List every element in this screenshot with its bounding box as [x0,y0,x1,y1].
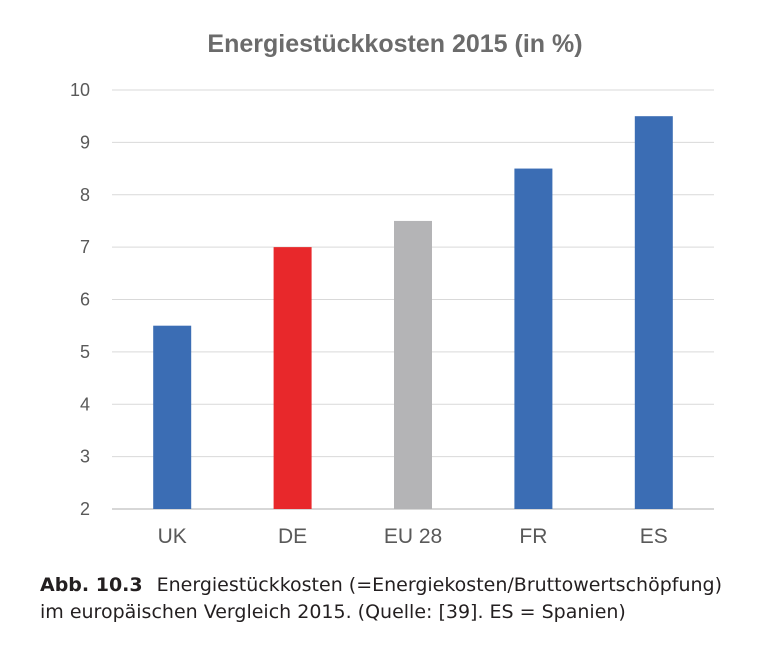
y-tick-label: 10 [70,80,90,100]
y-axis-tick-labels: 2 3 4 5 6 7 8 9 10 [70,80,90,519]
x-category-label: ES [640,525,668,548]
x-category-label: UK [158,525,187,548]
y-tick-label: 6 [80,290,90,310]
bars [153,116,673,509]
bar-chart: Energiestückkosten 2015 (in %) 2 3 4 5 6 7 8 9 1… [70,30,714,548]
bar-es [634,116,673,509]
x-category-label: DE [278,525,307,548]
y-tick-label: 8 [80,185,90,205]
y-tick-label: 9 [80,132,90,152]
x-category-label: EU 28 [384,525,442,548]
bar-fr [514,168,553,509]
figure-caption: Abb. 10.3 Energiestückkosten (=Energiekos… [40,572,745,626]
bar-eu-28 [394,220,432,509]
y-tick-label: 4 [80,394,90,414]
caption-text: Energiestückkosten (=Energiekosten/Brutt… [40,574,723,623]
y-tick-label: 2 [80,499,90,519]
chart-title: Energiestückkosten 2015 (in %) [207,30,582,58]
x-category-label: FR [519,525,547,548]
y-tick-label: 3 [80,447,90,467]
x-axis-category-labels: UK DE EU 28 FR ES [158,525,668,548]
bar-uk [153,325,192,509]
y-tick-label: 7 [80,237,90,257]
caption-label: Abb. 10.3 [40,574,143,596]
y-tick-label: 5 [80,342,90,362]
bar-de [273,247,312,509]
